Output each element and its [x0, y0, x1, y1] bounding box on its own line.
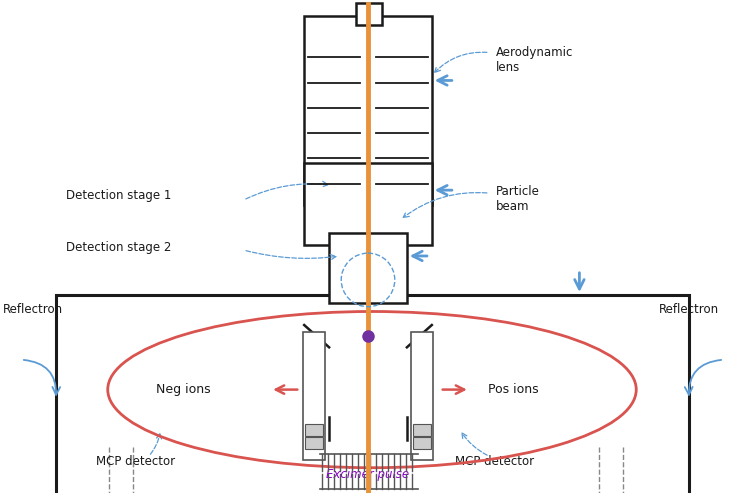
- Bar: [413, 424, 431, 436]
- Text: Reflectron: Reflectron: [3, 303, 63, 316]
- Text: Particle
beam: Particle beam: [496, 185, 539, 213]
- Text: Reflectron: Reflectron: [659, 303, 719, 316]
- Text: Detection stage 2: Detection stage 2: [66, 242, 171, 254]
- Bar: [356, 2, 382, 25]
- Bar: [304, 163, 432, 245]
- Text: Neg ions: Neg ions: [156, 383, 210, 396]
- Bar: [303, 332, 325, 460]
- Text: Pos ions: Pos ions: [488, 383, 538, 396]
- Bar: [305, 438, 323, 450]
- Text: MCP detector: MCP detector: [96, 455, 175, 468]
- Text: Aerodynamic
lens: Aerodynamic lens: [496, 45, 573, 74]
- Text: MCP detector: MCP detector: [455, 455, 534, 468]
- Bar: [411, 332, 433, 460]
- Bar: [305, 424, 323, 436]
- Bar: [56, 295, 689, 494]
- Text: Excimer pulse: Excimer pulse: [326, 468, 410, 481]
- Bar: [329, 233, 407, 303]
- Bar: [413, 438, 431, 450]
- Bar: [304, 16, 432, 205]
- Text: Detection stage 1: Detection stage 1: [66, 189, 171, 202]
